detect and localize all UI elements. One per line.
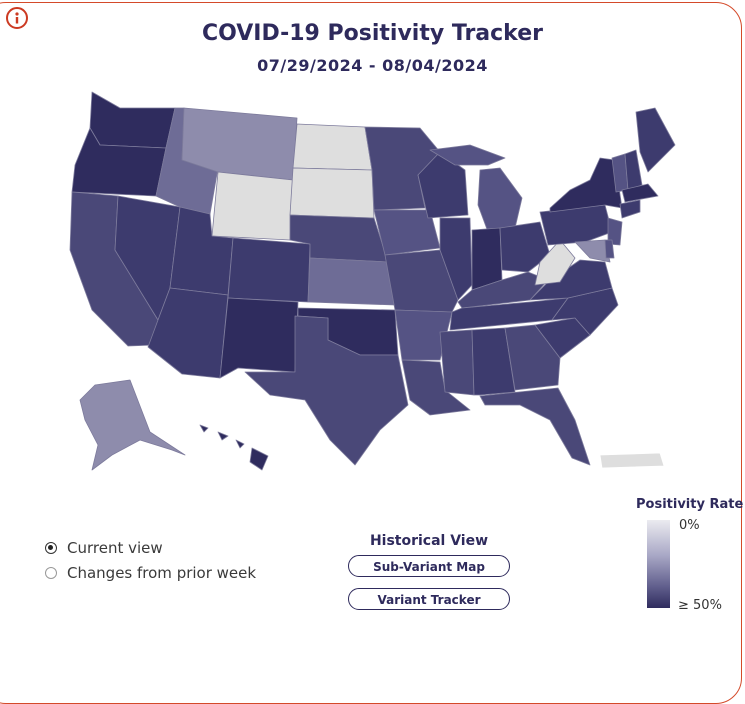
state-mississippi[interactable]	[439, 329, 475, 396]
state-georgia[interactable]	[504, 324, 561, 391]
variant-tracker-button[interactable]: Variant Tracker	[348, 588, 510, 610]
state-hawaii[interactable]	[199, 424, 269, 471]
legend-color-bar	[647, 520, 670, 608]
state-new-york[interactable]	[549, 157, 623, 213]
legend-low-label: 0%	[679, 518, 700, 533]
date-range: 07/29/2024 - 08/04/2024	[257, 56, 488, 75]
state-kansas[interactable]	[307, 257, 396, 306]
changes-prior-week-option[interactable]: Changes from prior week	[45, 564, 256, 582]
sub-variant-map-button[interactable]: Sub-Variant Map	[348, 555, 510, 577]
state-texas[interactable]	[244, 315, 409, 466]
state-illinois[interactable]	[439, 217, 473, 301]
state-michigan[interactable]	[477, 167, 523, 233]
state-ohio[interactable]	[499, 221, 551, 273]
changes-prior-week-label: Changes from prior week	[67, 564, 257, 582]
state-maine[interactable]	[635, 107, 676, 173]
state-delaware[interactable]	[604, 239, 615, 259]
state-missouri[interactable]	[384, 249, 459, 313]
state-new-jersey[interactable]	[607, 217, 623, 246]
state-alabama[interactable]	[471, 327, 516, 396]
current-view-option[interactable]: Current view	[45, 539, 163, 557]
state-indiana[interactable]	[471, 227, 503, 291]
info-icon[interactable]	[6, 7, 28, 29]
state-washington[interactable]	[89, 91, 176, 149]
state-wyoming[interactable]	[211, 171, 294, 241]
state-maryland[interactable]	[574, 239, 611, 263]
legend-high-label: ≥ 50%	[678, 598, 722, 613]
state-florida[interactable]	[479, 387, 591, 466]
state-alaska[interactable]	[79, 379, 186, 471]
current-view-label: Current view	[67, 539, 163, 557]
page-title: COVID-19 Positivity Tracker	[201, 21, 543, 46]
state-new-mexico[interactable]	[219, 297, 299, 379]
state-massachusetts[interactable]	[621, 183, 659, 203]
us-positivity-map	[69, 91, 676, 471]
state-wisconsin[interactable]	[417, 151, 469, 219]
state-colorado[interactable]	[227, 237, 311, 303]
state-michigan-upper[interactable]	[429, 144, 506, 166]
changes-prior-week-radio[interactable]	[45, 567, 57, 579]
state-north-dakota[interactable]	[292, 123, 373, 171]
state-south-dakota[interactable]	[289, 167, 375, 219]
current-view-radio[interactable]	[45, 542, 57, 554]
state-connecticut[interactable]	[619, 199, 641, 219]
state-louisiana[interactable]	[401, 359, 471, 416]
legend-title: Positivity Rate	[636, 497, 744, 512]
state-arkansas[interactable]	[394, 309, 453, 361]
territory-puerto-rico[interactable]	[599, 452, 665, 469]
state-new-hampshire[interactable]	[624, 149, 643, 191]
historical-view-title: Historical View	[369, 533, 489, 549]
